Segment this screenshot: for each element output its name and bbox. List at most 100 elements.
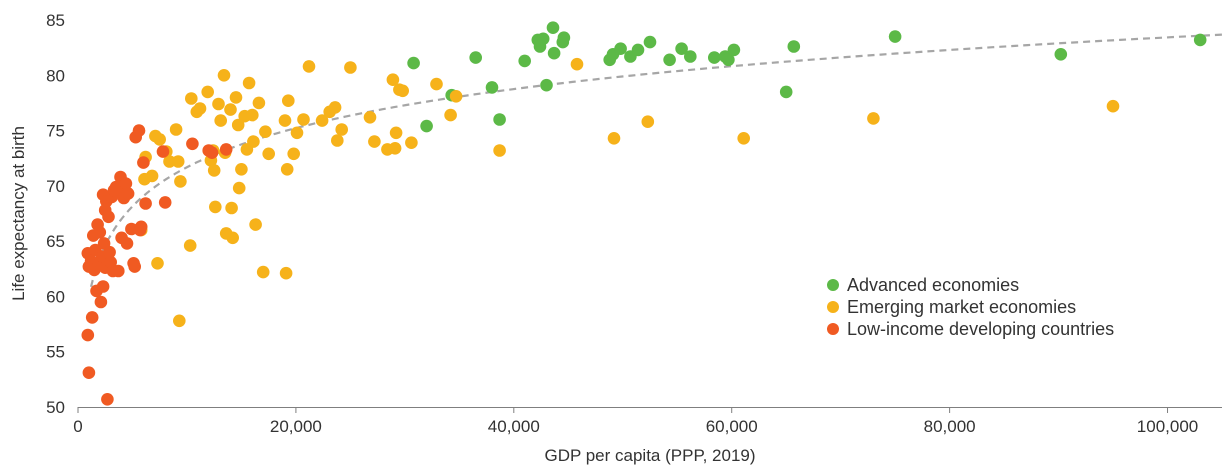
data-point-emerging [217,69,231,82]
data-point-emerging [163,155,176,168]
data-point-emerging [386,73,400,86]
data-point-low-income [121,187,135,200]
data-point-emerging [256,265,270,279]
legend-swatch-advanced [827,279,839,291]
legend-swatch-low-income [827,323,839,335]
data-point-emerging [262,147,276,161]
legend-label-emerging: Emerging market economies [847,297,1076,317]
data-point-emerging [389,126,403,140]
x-axis-ticks: 0 20,000 40,000 60,000 80,000 100,000 [73,407,1198,436]
data-point-emerging [278,114,292,127]
data-point-low-income [93,226,107,239]
data-point-low-income [94,295,108,309]
data-point-emerging [252,96,266,110]
data-point-low-income [119,177,133,190]
data-point-emerging [249,218,262,231]
data-point-emerging [279,266,293,280]
y-axis-ticks: 50 55 60 65 70 75 80 85 [46,11,65,417]
data-point-emerging [174,175,187,188]
y-tick-label: 55 [46,343,65,362]
data-point-low-income [112,264,125,278]
data-point-low-income [103,245,116,259]
data-point-emerging [229,91,243,104]
data-point-emerging [214,114,227,127]
data-points [81,21,1207,406]
data-point-advanced [420,119,433,133]
data-point-low-income [156,145,170,158]
data-point-emerging [302,60,316,73]
data-point-emerging [331,134,344,147]
data-point-emerging [173,314,186,328]
data-point-emerging [207,164,221,177]
x-tick-label: 80,000 [924,417,976,436]
data-point-advanced [493,113,506,126]
data-point-low-income [186,137,199,151]
data-point-emerging [1106,99,1120,113]
data-point-emerging [185,92,198,105]
data-point-emerging [231,118,245,132]
x-tick-label: 20,000 [270,417,322,436]
data-point-low-income [205,146,219,159]
data-point-emerging [151,257,164,270]
x-tick-label: 40,000 [488,417,540,436]
y-tick-label: 65 [46,232,65,251]
data-point-advanced [546,21,560,34]
legend: Advanced economies Emerging market econo… [827,275,1114,339]
data-point-emerging [232,181,246,195]
data-point-low-income [85,311,99,324]
data-point-low-income [82,366,96,380]
data-point-emerging [570,57,584,71]
series-advanced [407,21,1207,133]
data-point-emerging [315,114,329,127]
data-point-emerging [363,111,377,124]
data-point-emerging [368,135,381,148]
y-tick-label: 80 [46,66,65,85]
data-point-advanced [1054,48,1068,61]
data-point-emerging [388,142,402,155]
data-point-low-income [101,393,114,406]
x-tick-label: 60,000 [706,417,758,436]
series-low-income [81,124,233,406]
data-point-emerging [225,201,238,215]
y-tick-label: 60 [46,287,65,306]
data-point-advanced [663,53,676,67]
data-point-advanced [727,43,741,57]
data-point-emerging [297,113,310,126]
data-point-advanced [675,42,688,55]
y-tick-label: 75 [46,122,65,141]
data-point-emerging [290,126,304,140]
data-point-advanced [536,32,550,46]
data-point-emerging [183,239,197,252]
data-point-low-income [219,143,233,156]
data-point-low-income [134,220,148,234]
data-point-low-income [96,280,110,293]
data-point-advanced [643,35,657,49]
data-point-advanced [407,56,420,70]
data-point-emerging [242,76,256,90]
data-point-emerging [430,77,443,91]
data-point-advanced [631,43,645,57]
data-point-low-income [158,196,172,209]
series-emerging [134,57,1120,328]
data-point-advanced [614,42,627,55]
trendline [90,33,1223,288]
data-point-advanced [540,78,553,92]
data-point-low-income [137,156,150,169]
x-axis-title: GDP per capita (PPP, 2019) [544,446,755,465]
data-point-emerging [212,97,225,111]
data-point-advanced [684,50,697,63]
data-point-emerging [449,90,463,103]
data-point-emerging [641,115,655,128]
data-point-emerging [226,231,239,245]
data-point-emerging [287,147,301,161]
data-point-advanced [1193,33,1207,47]
data-point-low-income [128,260,141,273]
data-point-low-income [120,237,134,250]
data-point-emerging [247,135,260,148]
data-point-emerging [145,169,159,183]
data-point-low-income [132,124,146,137]
data-point-emerging [396,84,410,98]
data-point-emerging [444,108,457,122]
legend-label-advanced: Advanced economies [847,275,1019,295]
